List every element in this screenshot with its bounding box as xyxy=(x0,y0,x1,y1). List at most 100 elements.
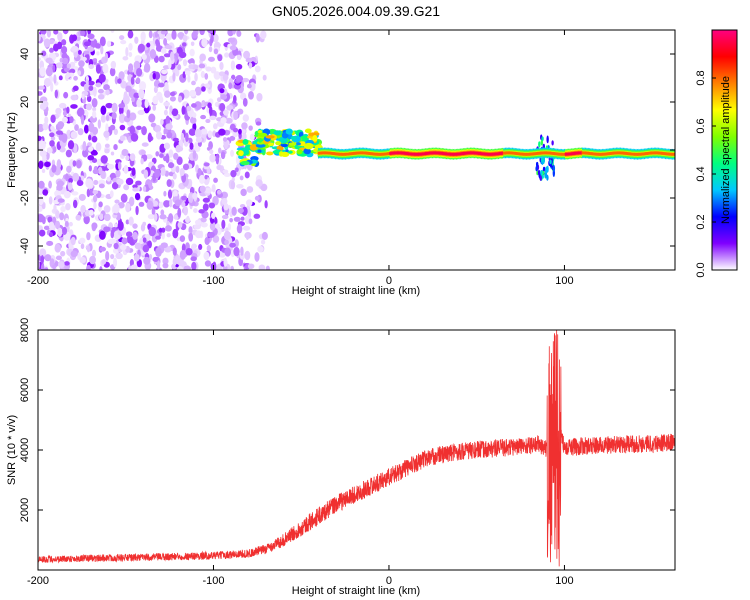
heatmap-cell xyxy=(160,209,165,216)
heatmap-cell xyxy=(140,149,146,155)
heatmap-cell xyxy=(224,239,229,245)
heatmap-cell xyxy=(244,171,250,179)
heatmap-cell xyxy=(552,164,556,173)
heatmap-cell xyxy=(83,50,90,55)
heatmap-cell xyxy=(535,161,539,167)
heatmap-cell xyxy=(242,225,251,231)
heatmap-cell xyxy=(104,143,110,148)
heatmap-cell xyxy=(65,72,71,79)
colorbar-bar xyxy=(711,29,738,271)
heatmap-cell xyxy=(83,83,89,92)
heatmap-cell xyxy=(97,88,104,94)
heatmap-cell xyxy=(116,178,124,185)
heatmap-cell xyxy=(237,207,245,214)
heatmap-cell xyxy=(69,116,74,124)
heatmap-cell xyxy=(95,64,101,74)
heatmap-cell xyxy=(57,227,63,238)
heatmap-cell xyxy=(233,110,239,121)
heatmap-cell xyxy=(214,223,220,229)
heatmap-cell xyxy=(539,175,542,181)
heatmap-cell xyxy=(166,232,171,238)
heatmap-cell xyxy=(198,174,206,185)
x-tick-label: 0 xyxy=(386,575,392,587)
heatmap-cell xyxy=(132,231,138,240)
heatmap-cell xyxy=(185,247,193,256)
heatmap-cell xyxy=(87,46,95,52)
heatmap-cell xyxy=(200,70,206,79)
heatmap-cell xyxy=(158,96,164,104)
heatmap-cell xyxy=(71,34,78,42)
heatmap-cell xyxy=(111,112,117,120)
heatmap-cell xyxy=(167,213,174,223)
heatmap-cell xyxy=(128,196,135,207)
heatmap-cell xyxy=(233,216,241,222)
heatmap-cell xyxy=(38,123,45,133)
heatmap-cell xyxy=(208,46,213,53)
heatmap-cell xyxy=(100,114,106,123)
heatmap-cell xyxy=(129,153,136,162)
heatmap-cell xyxy=(38,214,45,223)
heatmap-cell xyxy=(141,142,149,147)
heatmap-cell xyxy=(123,91,128,97)
heatmap-cell xyxy=(88,209,94,216)
heatmap-cell xyxy=(117,201,125,209)
heatmap-cell xyxy=(117,161,122,171)
heatmap-cell xyxy=(38,140,46,150)
heatmap-cell xyxy=(42,189,49,196)
heatmap-cell xyxy=(128,43,133,51)
heatmap-cell xyxy=(143,256,151,265)
heatmap-cell xyxy=(169,198,173,208)
heatmap-cell xyxy=(39,103,47,110)
heatmap-cell xyxy=(218,71,225,77)
heatmap-cell xyxy=(238,154,244,160)
heatmap-cell xyxy=(223,257,228,267)
heatmap-cell xyxy=(240,160,250,166)
heatmap-cell xyxy=(538,141,541,148)
heatmap-cell xyxy=(237,108,244,115)
heatmap-cell xyxy=(54,220,61,229)
heatmap-cell xyxy=(159,153,164,158)
heatmap-cell xyxy=(147,132,152,143)
y-tick-label: 8000 xyxy=(19,318,31,342)
heatmap-cell xyxy=(248,125,253,131)
heatmap-cell xyxy=(125,177,134,186)
heatmap-cell xyxy=(53,204,57,213)
heatmap-cell xyxy=(88,64,94,70)
heatmap-cell xyxy=(160,47,167,54)
heatmap-cell xyxy=(79,237,86,244)
heatmap-cell xyxy=(129,112,137,121)
heatmap-cell xyxy=(235,74,244,83)
heatmap-cell xyxy=(163,142,171,150)
heatmap-cell xyxy=(57,32,63,42)
heatmap-cell xyxy=(246,83,252,89)
heatmap-cell xyxy=(189,89,197,97)
heatmap-cell xyxy=(230,149,235,157)
heatmap-cell xyxy=(216,189,222,195)
heatmap-cell xyxy=(111,182,119,190)
heatmap-cell xyxy=(142,221,147,226)
heatmap-cell xyxy=(198,63,206,69)
heatmap-cell xyxy=(204,260,212,267)
heatmap-cell xyxy=(210,66,217,74)
heatmap-cell xyxy=(210,33,214,44)
heatmap-cell xyxy=(205,66,212,72)
heatmap-cell xyxy=(153,213,158,222)
heatmap-cell xyxy=(218,128,226,136)
heatmap-cell xyxy=(535,166,538,172)
heatmap-cell xyxy=(68,178,74,184)
heatmap-cell xyxy=(179,235,186,242)
heatmap-cell xyxy=(193,224,201,230)
heatmap-cell xyxy=(152,105,157,111)
heatmap-cell xyxy=(187,74,191,83)
heatmap-cell xyxy=(114,75,119,85)
heatmap-cell xyxy=(219,61,224,71)
heatmap-cell xyxy=(208,202,216,209)
heatmap-cell xyxy=(105,102,113,109)
heatmap-cell xyxy=(220,117,227,124)
x-tick-label: -100 xyxy=(202,275,224,287)
heatmap-cell xyxy=(135,180,142,186)
heatmap-cell xyxy=(160,30,168,35)
heatmap-cell xyxy=(113,223,119,228)
heatmap-cell xyxy=(229,242,236,248)
heatmap-cell xyxy=(53,146,57,153)
